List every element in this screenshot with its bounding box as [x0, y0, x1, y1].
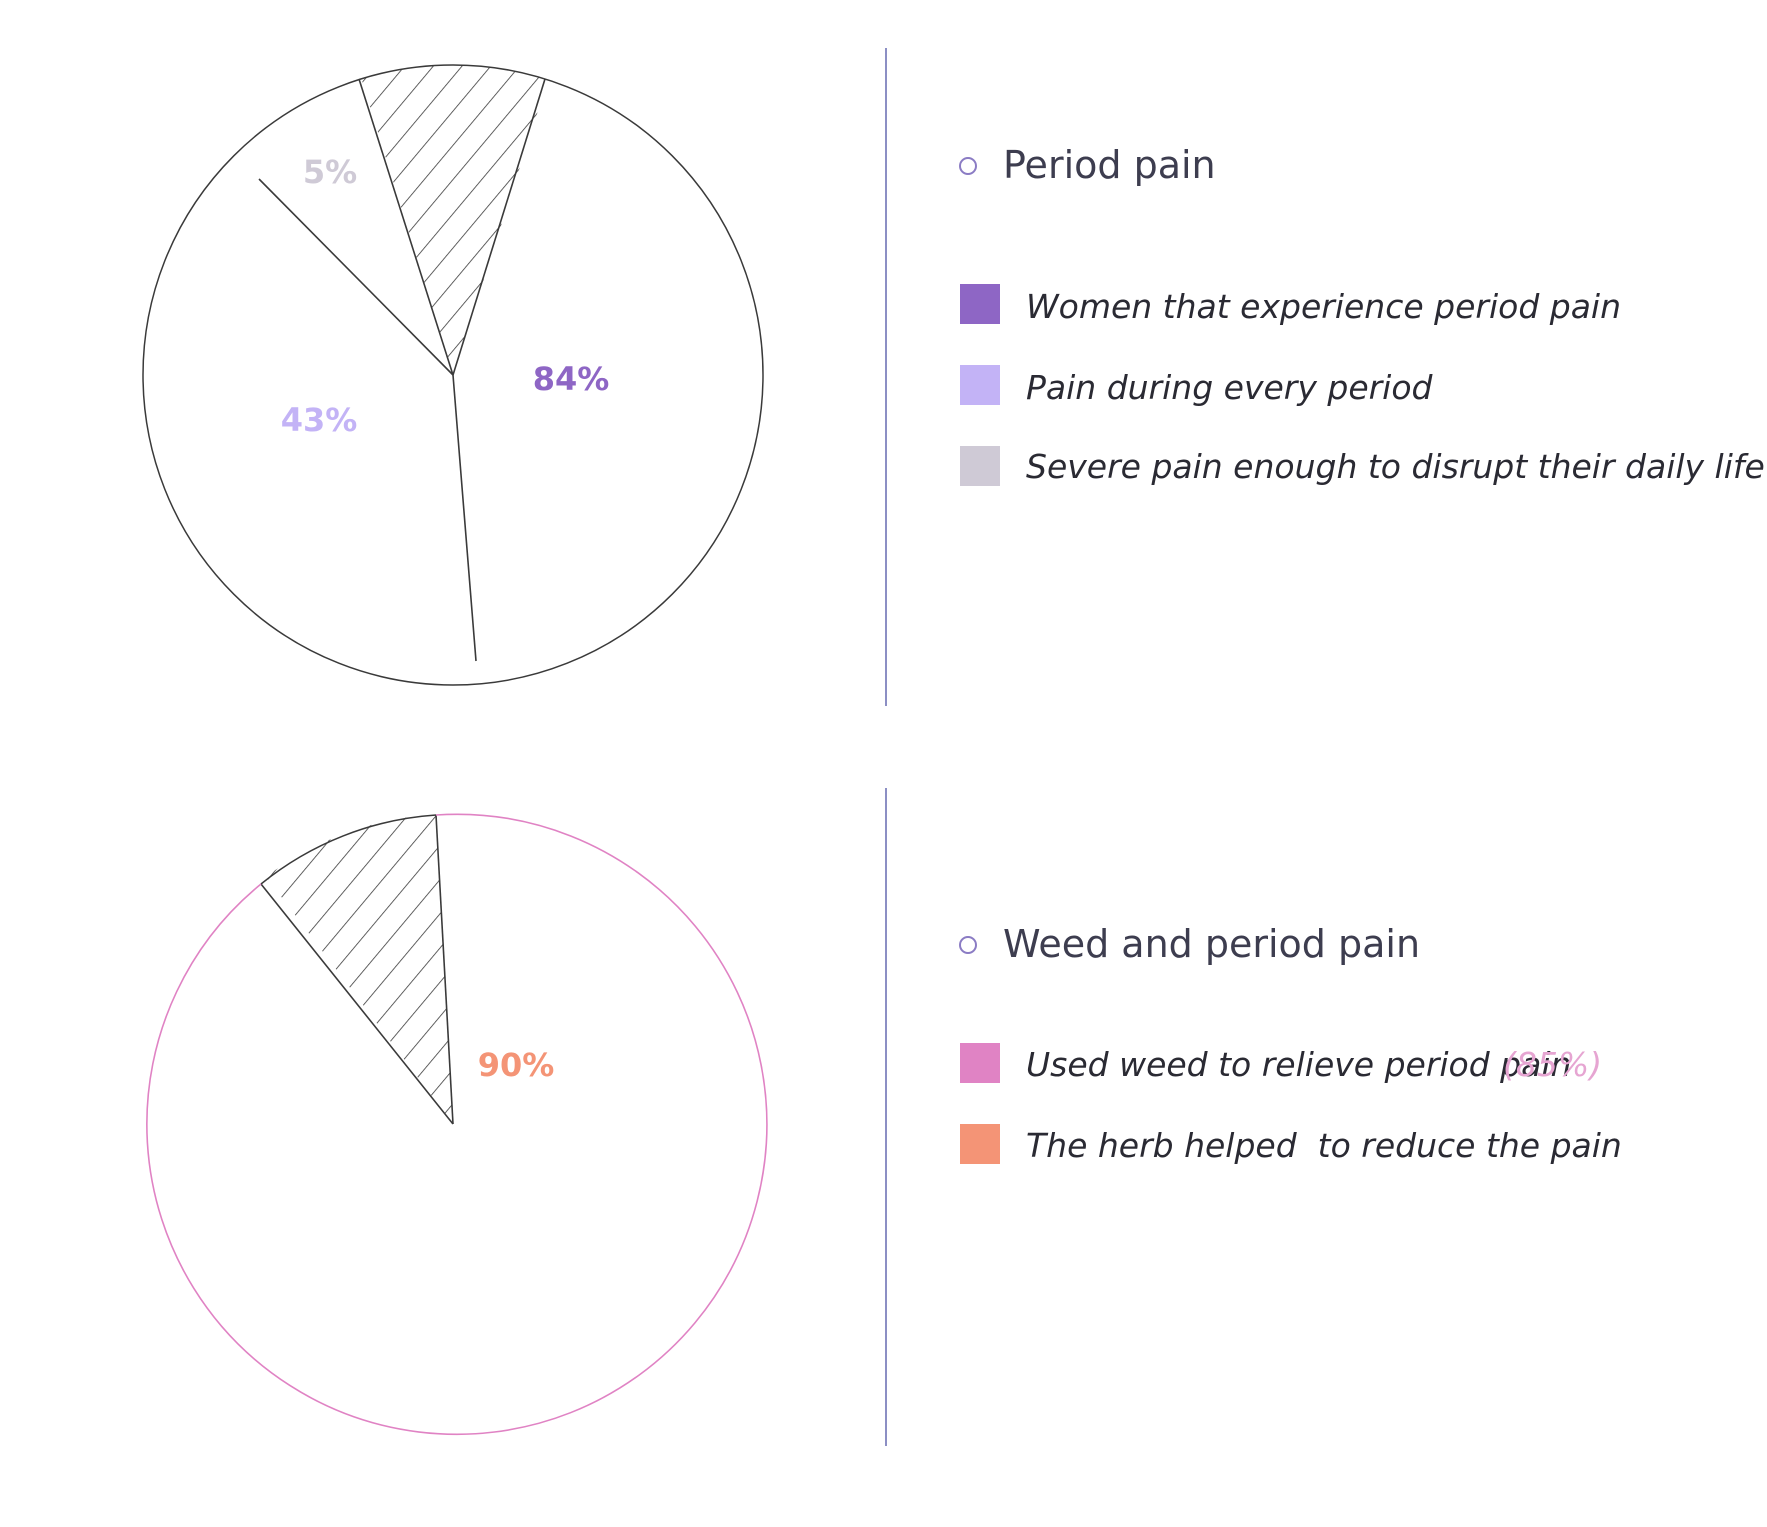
slice-label-5: 5%	[303, 153, 357, 191]
severe-pain-hatched-wedge	[355, 65, 555, 375]
weed-hatched-wedge	[255, 814, 453, 1124]
period-pain-pie: 84% 43% 5%	[142, 64, 764, 686]
slice-label-43: 43%	[281, 401, 358, 439]
legend-label-herb-helped: The herb helped to reduce the pain	[1026, 1126, 1622, 1165]
weed-divider-top	[435, 814, 454, 1125]
weed-legend: Weed and period pain Used weed to reliev…	[959, 922, 1622, 1165]
legend-swatch-women-period-pain	[960, 284, 1000, 324]
weed-bullet-icon	[959, 936, 977, 954]
weed-period-pain-pie: 90%	[146, 813, 768, 1436]
weed-title: Weed and period pain	[1003, 922, 1420, 966]
weed-divider-left	[260, 883, 454, 1125]
legend-value-used-weed: (85%)	[1503, 1045, 1602, 1084]
legend-swatch-severe-pain	[960, 446, 1000, 486]
legend-label-women-period-pain: Women that experience period pain	[1026, 287, 1621, 326]
period-pain-pie-outline	[142, 64, 764, 686]
weed-pie-outline	[146, 813, 768, 1436]
legend-label-used-weed-text: Used weed to relieve period pain	[1026, 1045, 1571, 1084]
period-pain-divider-upper-right	[452, 78, 546, 376]
period-pain-divider-bottom	[452, 374, 477, 662]
legend-label-used-weed: Used weed to relieve period pain	[1026, 1045, 1571, 1084]
slice-label-84: 84%	[533, 360, 610, 398]
legend-swatch-every-period	[960, 365, 1000, 405]
period-pain-divider-left	[258, 178, 454, 376]
legend-label-severe-pain: Severe pain enough to disrupt their dail…	[1026, 447, 1765, 486]
legend-swatch-used-weed	[960, 1043, 1000, 1083]
period-pain-title: Period pain	[1003, 143, 1216, 187]
weed-hatched-arc	[260, 814, 437, 885]
slice-label-90: 90%	[478, 1046, 555, 1084]
period-pain-legend: Period pain Women that experience period…	[959, 143, 1765, 486]
period-pain-divider-upper-left	[358, 78, 454, 376]
legend-label-every-period: Pain during every period	[1026, 368, 1434, 407]
legend-swatch-herb-helped	[960, 1124, 1000, 1164]
period-pain-bullet-icon	[959, 157, 977, 175]
